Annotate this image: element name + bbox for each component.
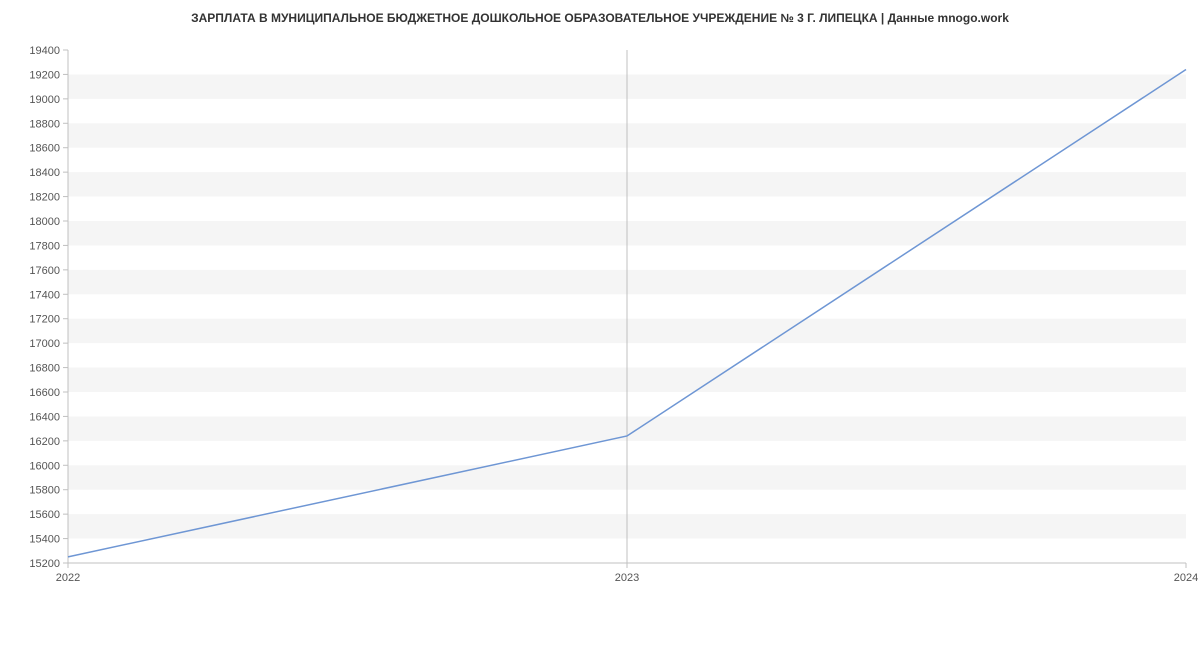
- chart-title: ЗАРПЛАТА В МУНИЦИПАЛЬНОЕ БЮДЖЕТНОЕ ДОШКО…: [191, 11, 1009, 25]
- y-tick-label: 18200: [29, 192, 60, 204]
- x-tick-label: 2023: [615, 572, 639, 584]
- y-tick-label: 17400: [29, 289, 60, 301]
- y-tick-label: 18400: [29, 167, 60, 179]
- y-tick-label: 16200: [29, 436, 60, 448]
- y-tick-label: 17200: [29, 314, 60, 326]
- y-tick-label: 19200: [29, 69, 60, 81]
- y-tick-label: 18600: [29, 143, 60, 155]
- y-tick-label: 19400: [29, 45, 60, 57]
- y-tick-label: 17000: [29, 338, 60, 350]
- y-tick-label: 15400: [29, 534, 60, 546]
- chart-svg: 15200 15400 15600 15800 16000 16200 16400 16600…: [0, 0, 1200, 650]
- y-tick-label: 17800: [29, 240, 60, 252]
- y-tick-label: 19000: [29, 94, 60, 106]
- y-tick-label: 17600: [29, 265, 60, 277]
- y-tick-label: 15800: [29, 485, 60, 497]
- salary-line-chart: 15200 15400 15600 15800 16000 16200 16400 16600…: [0, 0, 1200, 650]
- y-tick-label: 15200: [29, 558, 60, 570]
- y-tick-label: 16800: [29, 363, 60, 375]
- y-tick-label: 15600: [29, 509, 60, 521]
- y-tick-label: 18800: [29, 118, 60, 130]
- y-tick-label: 16000: [29, 460, 60, 472]
- y-tick-label: 16600: [29, 387, 60, 399]
- x-tick-label: 2022: [56, 572, 80, 584]
- y-tick-label: 18000: [29, 216, 60, 228]
- y-tick-label: 16400: [29, 411, 60, 423]
- x-tick-label: 2024: [1174, 572, 1198, 584]
